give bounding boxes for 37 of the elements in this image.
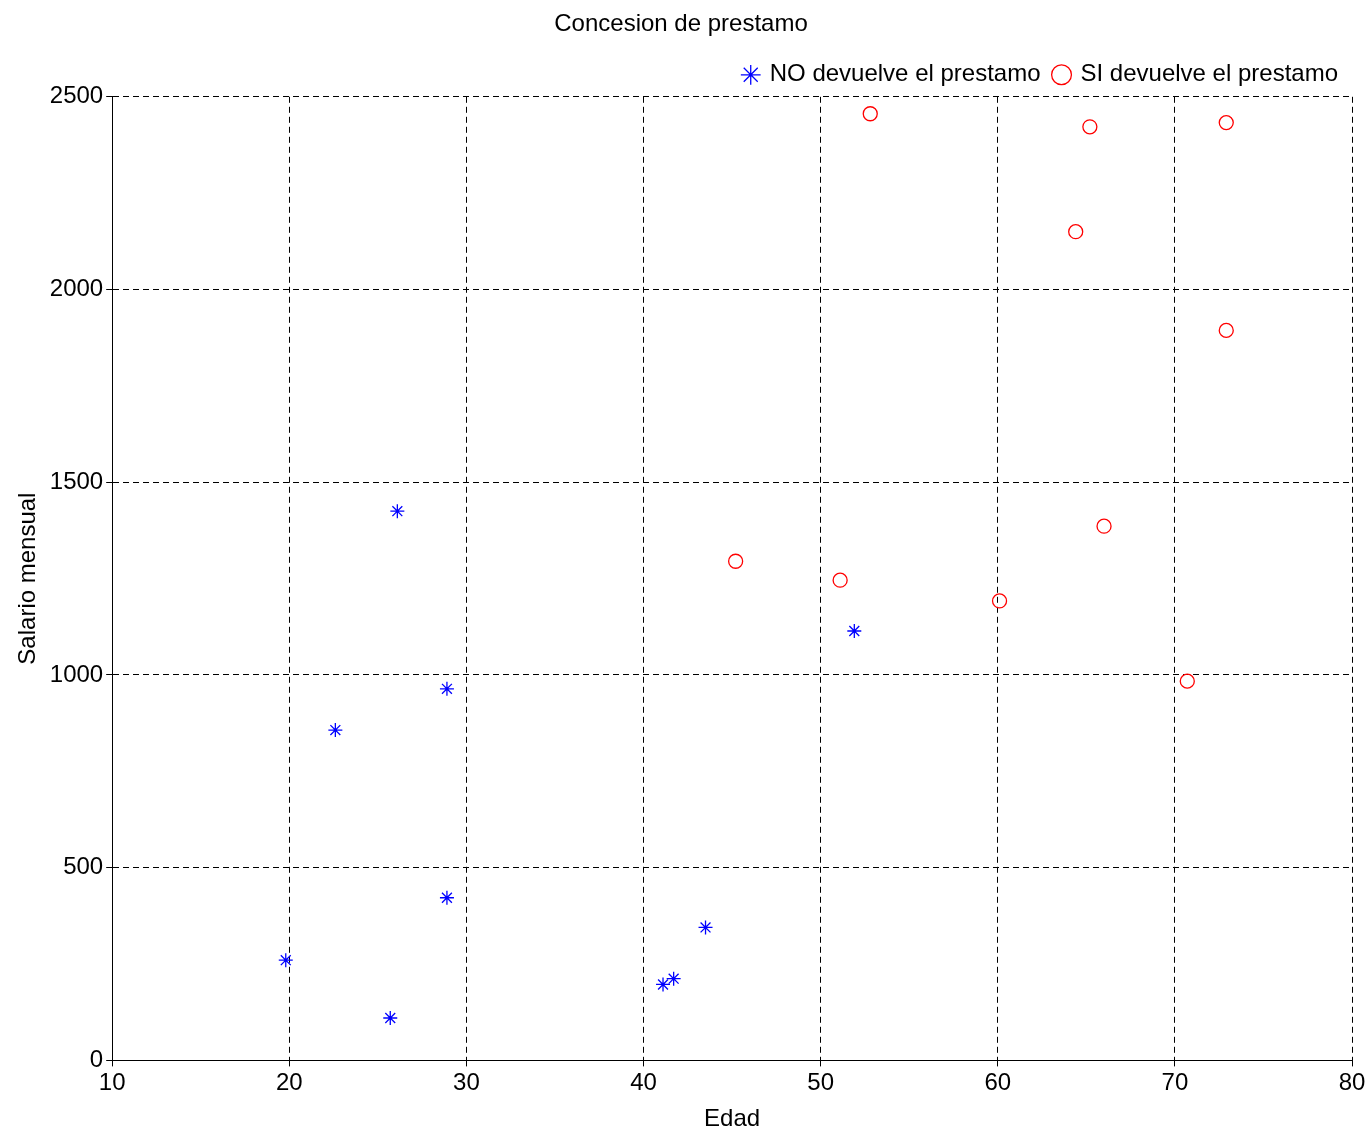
y-tick-label: 500 [63,852,104,880]
point [389,503,405,519]
point [439,890,455,906]
point [862,106,878,122]
y-tick-label: 2000 [49,274,104,302]
point [278,952,294,968]
legend-label: SI devuelve el prestamo [1080,59,1339,87]
x-tick-label: 80 [1338,1068,1366,1096]
legend-label: NO devuelve el prestamo [769,59,1041,87]
point [666,971,682,987]
y-tick-label: 1500 [49,466,104,494]
y-axis-title: Salario mensual [13,492,41,665]
x-tick-label: 60 [984,1068,1012,1096]
point [439,681,455,697]
point [832,572,848,588]
point [655,976,671,993]
y-tick-label: 1000 [49,659,104,687]
point [1068,224,1084,240]
point [1218,322,1234,339]
point [727,553,744,569]
point [991,593,1008,609]
point [1218,114,1234,131]
point [1082,119,1098,135]
x-tick-label: 50 [807,1068,834,1096]
point [327,722,344,738]
x-tick-label: 40 [630,1068,657,1096]
y-tick-label: 2500 [49,81,104,109]
point [1096,518,1112,534]
x-tick-label: 20 [275,1068,303,1096]
x-axis-title: Edad [704,1104,761,1132]
chart-title: Concesion de prestamo [554,9,808,37]
point [1179,673,1195,689]
x-tick-label: 70 [1161,1068,1189,1096]
point [846,623,862,639]
point [382,1010,398,1026]
x-tick-label: 30 [453,1068,480,1096]
point [697,919,714,936]
